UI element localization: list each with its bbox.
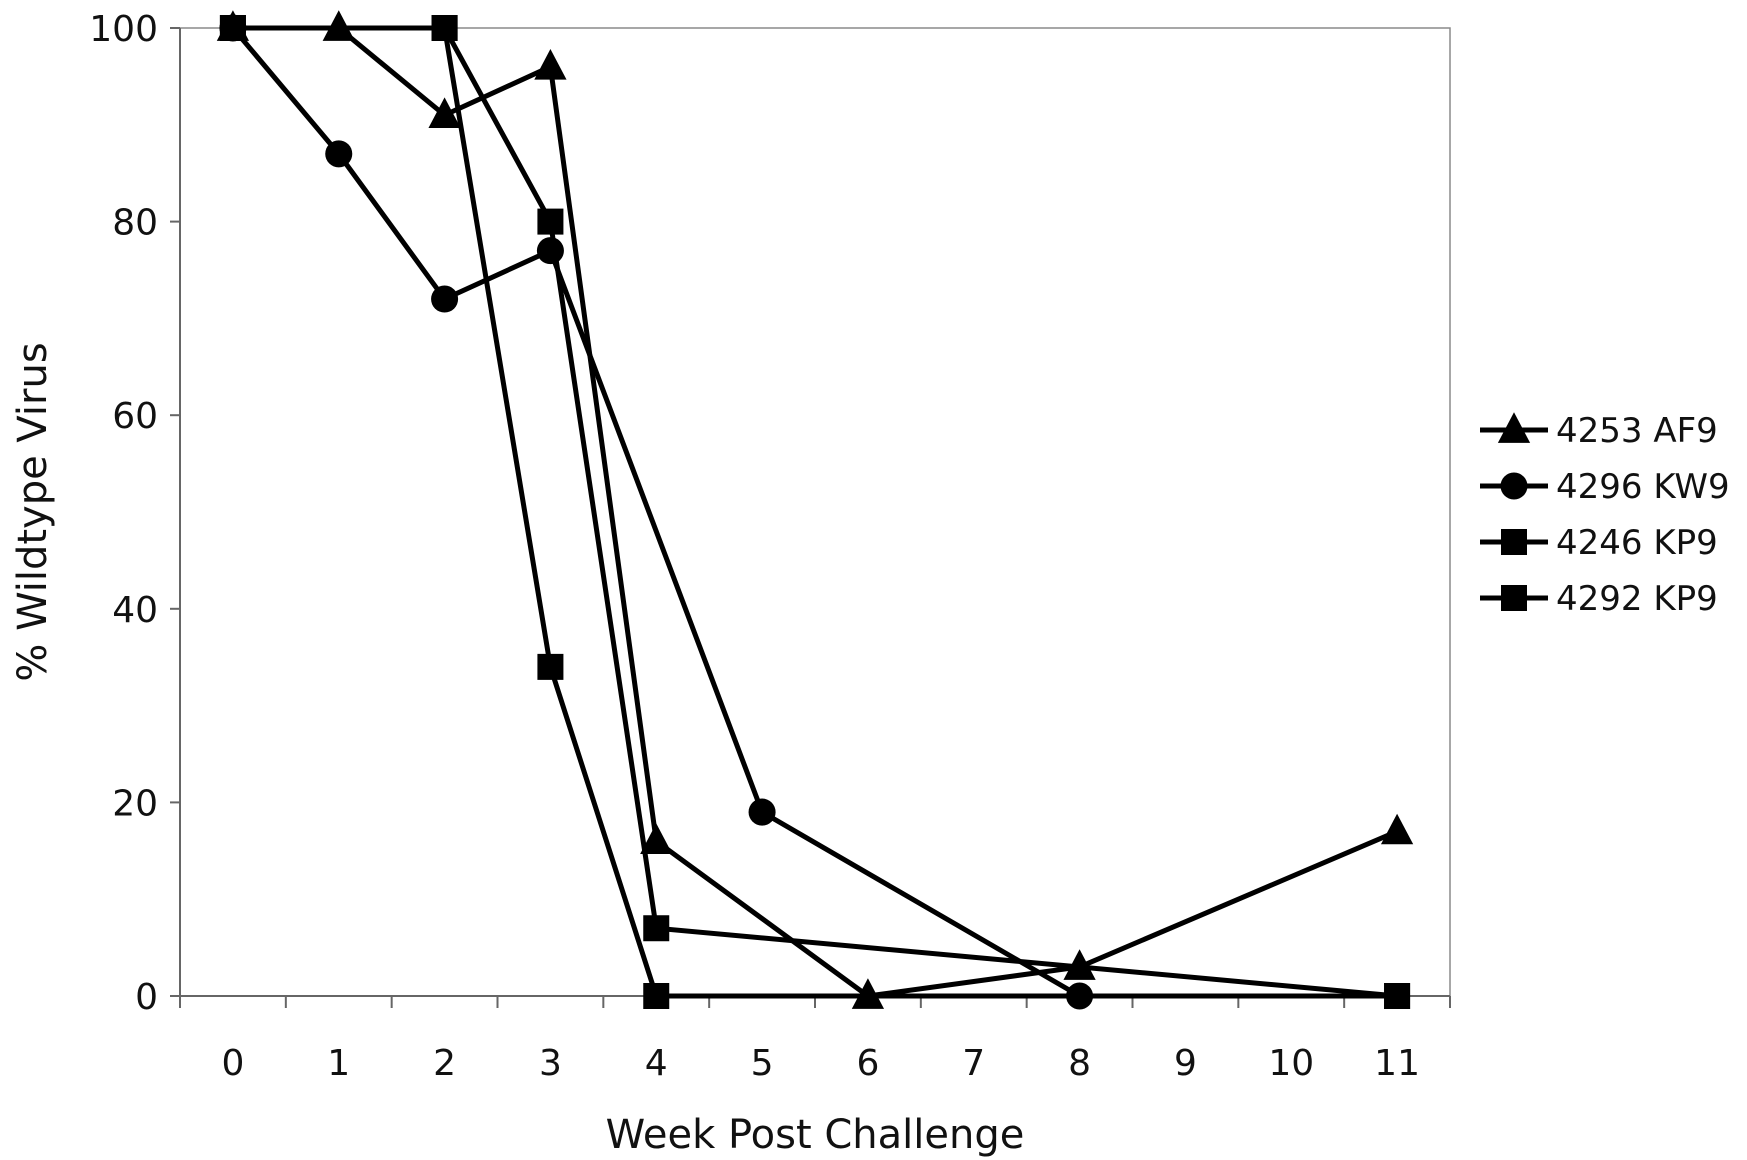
y-tick-label: 100 — [89, 9, 158, 50]
y-tick-label: 20 — [112, 783, 158, 824]
y-tick-label: 40 — [112, 590, 158, 631]
series-markers — [216, 10, 1414, 1010]
data-point-4296-kw9 — [536, 237, 564, 265]
x-tick-label: 0 — [221, 1043, 244, 1084]
data-point-4253-af9 — [851, 978, 885, 1009]
data-point-4296-kw9 — [325, 140, 353, 168]
data-point-4246-kp9 — [643, 915, 670, 942]
data-point-4292-kp9 — [537, 653, 564, 680]
legend-item-4296-kw9: 4296 KW9 — [1480, 467, 1730, 507]
data-point-4292-kp9 — [431, 15, 458, 41]
x-tick-label: 1 — [327, 1043, 350, 1084]
legend-item-4292-kp9: 4292 KP9 — [1480, 579, 1718, 619]
x-tick-label: 7 — [962, 1043, 985, 1084]
x-tick-label: 6 — [856, 1043, 879, 1084]
legend-marker-circle — [1500, 472, 1528, 500]
data-point-4253-af9 — [1063, 949, 1096, 980]
x-tick-label: 8 — [1068, 1043, 1091, 1084]
data-point-4292-kp9 — [1384, 983, 1411, 1009]
data-point-4253-af9 — [1380, 813, 1414, 845]
data-point-4296-kw9 — [431, 285, 459, 313]
legend-label: 4253 AF9 — [1556, 411, 1718, 451]
data-point-4292-kp9 — [219, 15, 246, 41]
legend-label: 4296 KW9 — [1556, 467, 1730, 507]
legend-label: 4246 KP9 — [1556, 523, 1718, 563]
x-axis-title: Week Post Challenge — [606, 1112, 1025, 1158]
data-point-4296-kw9 — [748, 798, 776, 826]
data-point-4292-kp9 — [643, 983, 670, 1009]
y-axis-title: % Wildtype Virus — [10, 342, 56, 681]
legend-item-4253-af9: 4253 AF9 — [1480, 411, 1718, 451]
data-point-4253-af9 — [640, 823, 673, 854]
x-tick-label: 5 — [751, 1043, 774, 1084]
legend-marker-triangle — [1497, 412, 1531, 443]
legend-label: 4292 KP9 — [1556, 579, 1718, 619]
x-tick-label: 9 — [1174, 1043, 1197, 1084]
legend-item-4246-kp9: 4246 KP9 — [1480, 523, 1718, 563]
x-tick-label: 2 — [433, 1043, 456, 1084]
data-point-4253-af9 — [534, 48, 567, 80]
x-tick-label: 10 — [1268, 1043, 1314, 1084]
series-line-4296-kw9 — [231, 26, 1081, 999]
x-tick-label: 11 — [1374, 1043, 1420, 1084]
data-point-4253-af9 — [428, 97, 461, 128]
x-tick-label: 3 — [539, 1043, 562, 1084]
data-point-4296-kw9 — [1066, 982, 1094, 1010]
data-point-4253-af9 — [322, 10, 355, 41]
plot-area — [179, 27, 1451, 997]
series-line-4253-af9 — [232, 25, 1399, 999]
y-tick-label: 0 — [135, 977, 158, 1018]
y-tick-label: 60 — [112, 396, 158, 437]
data-point-4246-kp9 — [537, 208, 564, 235]
legend: 4253 AF9 4296 KW9 4246 KP9 4292 KP9 — [1480, 411, 1730, 619]
legend-marker-square — [1501, 585, 1527, 611]
x-tick-label: 4 — [645, 1043, 668, 1084]
legend-marker-square — [1501, 529, 1527, 555]
y-tick-label: 80 — [112, 203, 158, 244]
